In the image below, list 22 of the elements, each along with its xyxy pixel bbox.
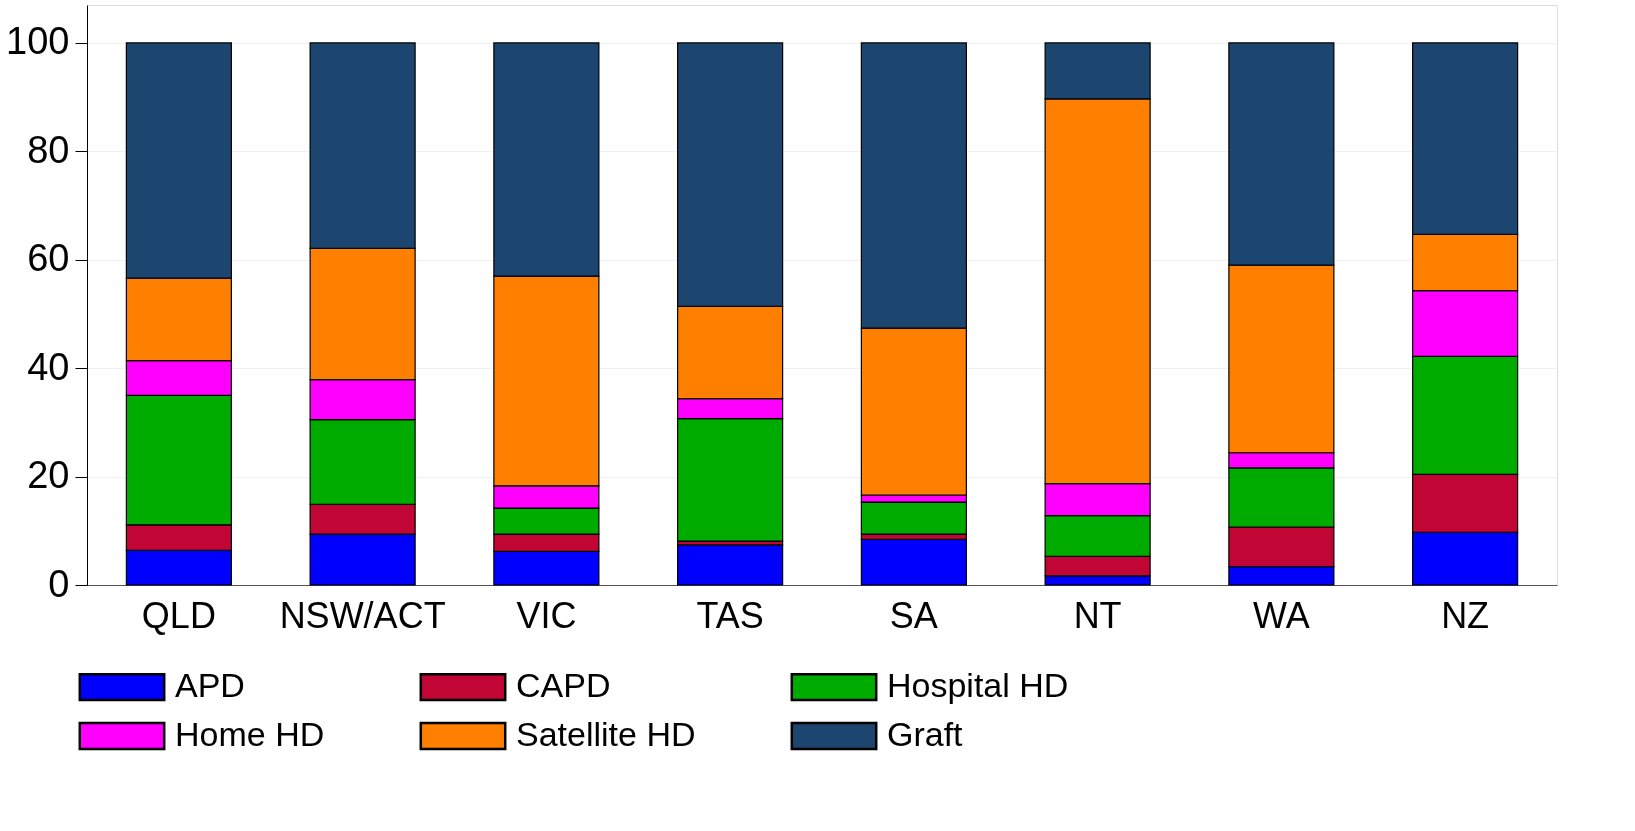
bar: [677, 544, 784, 586]
legend-label: Home HD: [175, 715, 325, 753]
y-tick-label: 60: [27, 237, 70, 280]
legend-label: Satellite HD: [516, 715, 696, 753]
x-tick-label: VIC: [516, 594, 577, 636]
y-tick-label: 40: [27, 345, 70, 388]
x-tick-label: QLD: [141, 594, 216, 636]
legend-label: APD: [175, 666, 245, 705]
y-tick-label: 0: [48, 562, 70, 605]
x-tick-label: WA: [1253, 594, 1310, 636]
y-tick-label: 100: [6, 20, 70, 63]
legend-label: Hospital HD: [887, 666, 1069, 705]
x-tick-label: TAS: [696, 594, 764, 636]
y-tick-label: 20: [27, 454, 70, 497]
legend-label: CAPD: [516, 666, 611, 705]
x-tick-label: NSW/ACT: [279, 594, 446, 636]
legend-label: Graft: [887, 715, 964, 753]
x-tick-label: NT: [1073, 594, 1122, 636]
x-tick-label: SA: [889, 594, 938, 636]
x-tick-label: NZ: [1441, 594, 1490, 636]
bar: [860, 538, 967, 586]
y-tick-label: 80: [27, 128, 70, 171]
